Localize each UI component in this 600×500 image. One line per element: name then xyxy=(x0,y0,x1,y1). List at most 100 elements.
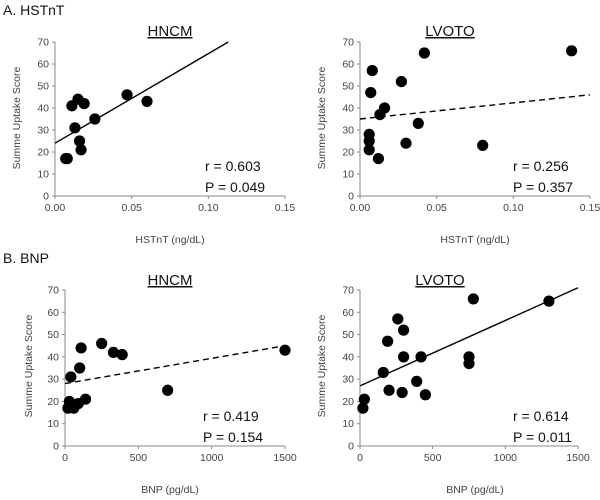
x-tick-label: 0 xyxy=(62,452,68,464)
data-point xyxy=(65,371,77,383)
data-point xyxy=(141,95,153,107)
data-point xyxy=(411,375,423,387)
y-tick-label: 10 xyxy=(342,418,354,430)
y-tick-label: 0 xyxy=(43,191,49,203)
data-point xyxy=(358,393,370,405)
y-tick-label: 70 xyxy=(342,285,354,297)
data-point xyxy=(566,45,578,57)
fit-line xyxy=(359,94,591,120)
data-point xyxy=(363,144,375,156)
data-point xyxy=(392,313,404,325)
y-tick-label: 70 xyxy=(342,37,354,49)
p-value-label: P = 0.011 xyxy=(513,429,572,445)
data-point xyxy=(121,89,133,101)
x-tick-label: 0.15 xyxy=(275,202,296,214)
data-point xyxy=(75,342,87,354)
fit-line xyxy=(54,41,229,144)
data-point xyxy=(69,122,81,134)
x-tick-label: 1000 xyxy=(494,452,518,464)
panel-title: LVOTO xyxy=(415,272,464,289)
data-point xyxy=(74,362,86,374)
data-point xyxy=(395,76,407,88)
data-point xyxy=(363,128,375,140)
r-value-label: r = 0.603 xyxy=(205,158,261,174)
fit-line xyxy=(359,287,579,387)
x-axis-title: BNP (pg/dL) xyxy=(446,484,504,496)
data-point xyxy=(400,137,412,149)
fit-line xyxy=(64,345,286,385)
y-tick-label: 30 xyxy=(342,374,354,386)
y-tick-label: 10 xyxy=(37,169,49,181)
y-tick-label: 0 xyxy=(348,441,354,453)
x-axis-title: HSTnT (ng/dL) xyxy=(135,234,204,246)
data-point xyxy=(357,402,369,414)
y-tick-label: 40 xyxy=(342,351,354,363)
panel-bnp-hncm: HNCM Summe Uptake Score BNP (pg/dL) r = … xyxy=(23,272,297,496)
r-value-label: r = 0.256 xyxy=(513,158,569,174)
data-point xyxy=(378,102,391,114)
p-value-label: P = 0.154 xyxy=(203,429,263,445)
y-axis-title: Summe Uptake Score xyxy=(23,314,35,417)
data-point xyxy=(365,87,377,99)
panel-bnp-lvoto: LVOTO Summe Uptake Score BNP (pg/dL) r =… xyxy=(316,272,590,496)
x-tick-label: 0.10 xyxy=(503,202,524,214)
x-tick-label: 500 xyxy=(130,452,148,464)
x-tick-label: 0.10 xyxy=(198,202,219,214)
y-axis-title: Summe Uptake Score xyxy=(316,314,328,417)
x-tick-label: 0.05 xyxy=(121,202,142,214)
data-point xyxy=(96,337,108,350)
y-tick-label: 10 xyxy=(47,418,59,430)
data-point xyxy=(116,349,128,361)
data-point xyxy=(107,346,119,358)
data-point xyxy=(398,324,410,336)
p-value-label: P = 0.049 xyxy=(205,179,265,195)
y-tick-label: 30 xyxy=(342,125,354,137)
y-tick-label: 0 xyxy=(348,191,354,203)
y-axis-title: Summe Uptake Score xyxy=(11,66,23,169)
data-point xyxy=(383,384,395,396)
x-axis-title: HSTnT (ng/dL) xyxy=(440,234,509,246)
y-tick-label: 50 xyxy=(342,329,354,341)
panel-title: HNCM xyxy=(148,23,193,40)
panel-hstnt-hncm: HNCM Summe Uptake Score HSTnT (ng/dL) r … xyxy=(11,23,295,246)
panel-title: LVOTO xyxy=(425,23,474,40)
x-tick-label: 500 xyxy=(424,452,442,464)
data-point xyxy=(382,335,394,347)
y-tick-label: 60 xyxy=(37,59,49,71)
data-point xyxy=(398,351,410,363)
y-tick-label: 50 xyxy=(342,81,354,93)
x-axis-title: BNP (pg/dL) xyxy=(141,484,199,496)
x-tick-label: 0 xyxy=(357,452,363,464)
data-point xyxy=(372,153,384,165)
data-point xyxy=(78,98,90,110)
panel-title: HNCM xyxy=(148,272,193,289)
y-tick-label: 70 xyxy=(47,285,59,297)
y-tick-label: 20 xyxy=(342,147,354,159)
data-point xyxy=(418,47,430,59)
y-tick-label: 0 xyxy=(53,441,59,453)
y-tick-label: 40 xyxy=(342,103,354,115)
y-tick-label: 20 xyxy=(47,396,59,408)
data-point xyxy=(415,351,427,363)
section-label-bnp: B. BNP xyxy=(3,250,49,266)
data-point xyxy=(419,389,431,401)
data-point xyxy=(543,295,555,307)
data-point xyxy=(61,153,73,165)
y-tick-label: 20 xyxy=(342,396,354,408)
x-tick-label: 0.00 xyxy=(350,202,371,214)
y-tick-label: 50 xyxy=(37,81,49,93)
data-point xyxy=(162,384,174,396)
y-tick-label: 10 xyxy=(342,169,354,181)
data-point xyxy=(279,344,291,356)
x-tick-label: 0.15 xyxy=(580,202,600,214)
x-tick-label: 1000 xyxy=(200,452,224,464)
y-tick-label: 30 xyxy=(37,125,49,137)
y-tick-label: 40 xyxy=(47,351,59,363)
x-tick-label: 1500 xyxy=(273,452,297,464)
section-label-hstnt: A. HSTnT xyxy=(3,2,65,18)
y-tick-label: 70 xyxy=(37,37,49,49)
data-point xyxy=(412,117,424,129)
y-tick-label: 60 xyxy=(342,307,354,319)
x-tick-label: 1500 xyxy=(566,452,590,464)
y-tick-label: 50 xyxy=(47,329,59,341)
